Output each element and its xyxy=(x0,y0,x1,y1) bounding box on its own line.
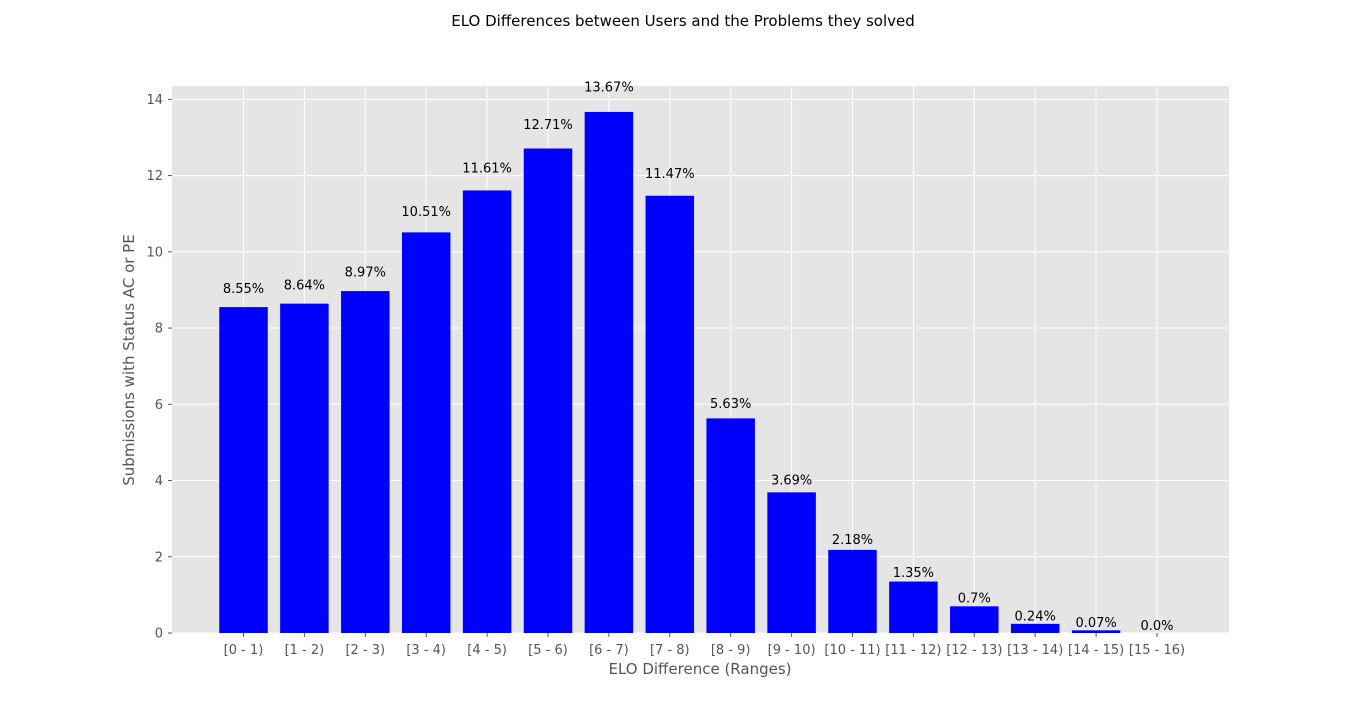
data-label: 0.07% xyxy=(1075,616,1116,631)
y-tick-label: 12 xyxy=(146,169,163,184)
y-tick-label: 2 xyxy=(155,550,163,565)
data-label: 0.0% xyxy=(1140,619,1173,634)
y-tick-label: 4 xyxy=(155,474,163,489)
x-tick-label: [13 - 14) xyxy=(1007,643,1063,658)
data-label: 3.69% xyxy=(771,474,812,489)
data-label: 12.71% xyxy=(523,118,573,133)
x-tick-label: [8 - 9) xyxy=(711,643,751,658)
data-label: 2.18% xyxy=(832,533,873,548)
bar xyxy=(645,195,695,633)
plot-area xyxy=(172,86,1229,633)
bar xyxy=(401,232,451,633)
data-label: 11.61% xyxy=(462,161,512,176)
data-label: 10.51% xyxy=(401,205,451,220)
bar xyxy=(219,307,268,633)
x-tick-label: [1 - 2) xyxy=(285,643,325,658)
x-axis-ticks: [0 - 1) [1 - 2) [2 - 3) [3 - 4) [4 - 5) [5 - … xyxy=(224,633,1185,658)
bar xyxy=(706,418,755,633)
data-label: 0.7% xyxy=(958,591,991,606)
x-tick-label: [3 - 4) xyxy=(406,643,446,658)
x-tick-label: [12 - 13) xyxy=(946,643,1002,658)
x-tick-label: [15 - 16) xyxy=(1129,643,1185,658)
x-tick-label: [0 - 1) xyxy=(224,643,264,658)
bar xyxy=(462,190,512,634)
y-axis-label: Submissions with Status AC or PE xyxy=(120,234,138,485)
bar xyxy=(341,291,390,633)
bar xyxy=(767,492,816,633)
data-labels: 8.55% 8.64% 8.97% 10.51% 11.61% 12.71% 13.67% 1… xyxy=(223,80,1174,634)
data-label: 13.67% xyxy=(584,80,634,95)
x-tick-label: [10 - 11) xyxy=(824,643,880,658)
data-label: 1.35% xyxy=(893,566,934,581)
y-tick-label: 6 xyxy=(155,398,163,413)
data-label: 11.47% xyxy=(645,167,695,182)
chart-title: ELO Differences between Users and the Pr… xyxy=(451,12,915,30)
bar xyxy=(584,111,634,634)
y-tick-label: 0 xyxy=(155,627,163,642)
bar xyxy=(523,148,573,633)
bar xyxy=(828,549,877,633)
x-tick-label: [6 - 7) xyxy=(589,643,629,658)
data-label: 5.63% xyxy=(710,397,751,412)
bar xyxy=(889,581,938,633)
data-label: 8.55% xyxy=(223,282,264,297)
bar xyxy=(1071,630,1121,633)
y-axis-ticks: 0 2 4 6 8 10 12 14 xyxy=(146,93,172,642)
bar xyxy=(280,303,329,633)
bar xyxy=(1010,623,1060,633)
bars xyxy=(219,111,1121,634)
y-tick-label: 8 xyxy=(155,322,163,337)
x-tick-label: [4 - 5) xyxy=(467,643,507,658)
x-tick-label: [11 - 12) xyxy=(885,643,941,658)
data-label: 8.64% xyxy=(284,279,325,294)
data-label: 8.97% xyxy=(345,266,386,281)
y-tick-label: 10 xyxy=(146,245,163,260)
y-tick-label: 14 xyxy=(146,93,163,108)
bar xyxy=(950,606,999,633)
data-label: 0.24% xyxy=(1015,610,1056,625)
x-tick-label: [2 - 3) xyxy=(345,643,385,658)
x-tick-label: [9 - 10) xyxy=(768,643,816,658)
x-tick-label: [5 - 6) xyxy=(528,643,568,658)
x-axis-label: ELO Difference (Ranges) xyxy=(608,660,791,678)
x-tick-label: [7 - 8) xyxy=(650,643,690,658)
x-tick-label: [14 - 15) xyxy=(1068,643,1124,658)
